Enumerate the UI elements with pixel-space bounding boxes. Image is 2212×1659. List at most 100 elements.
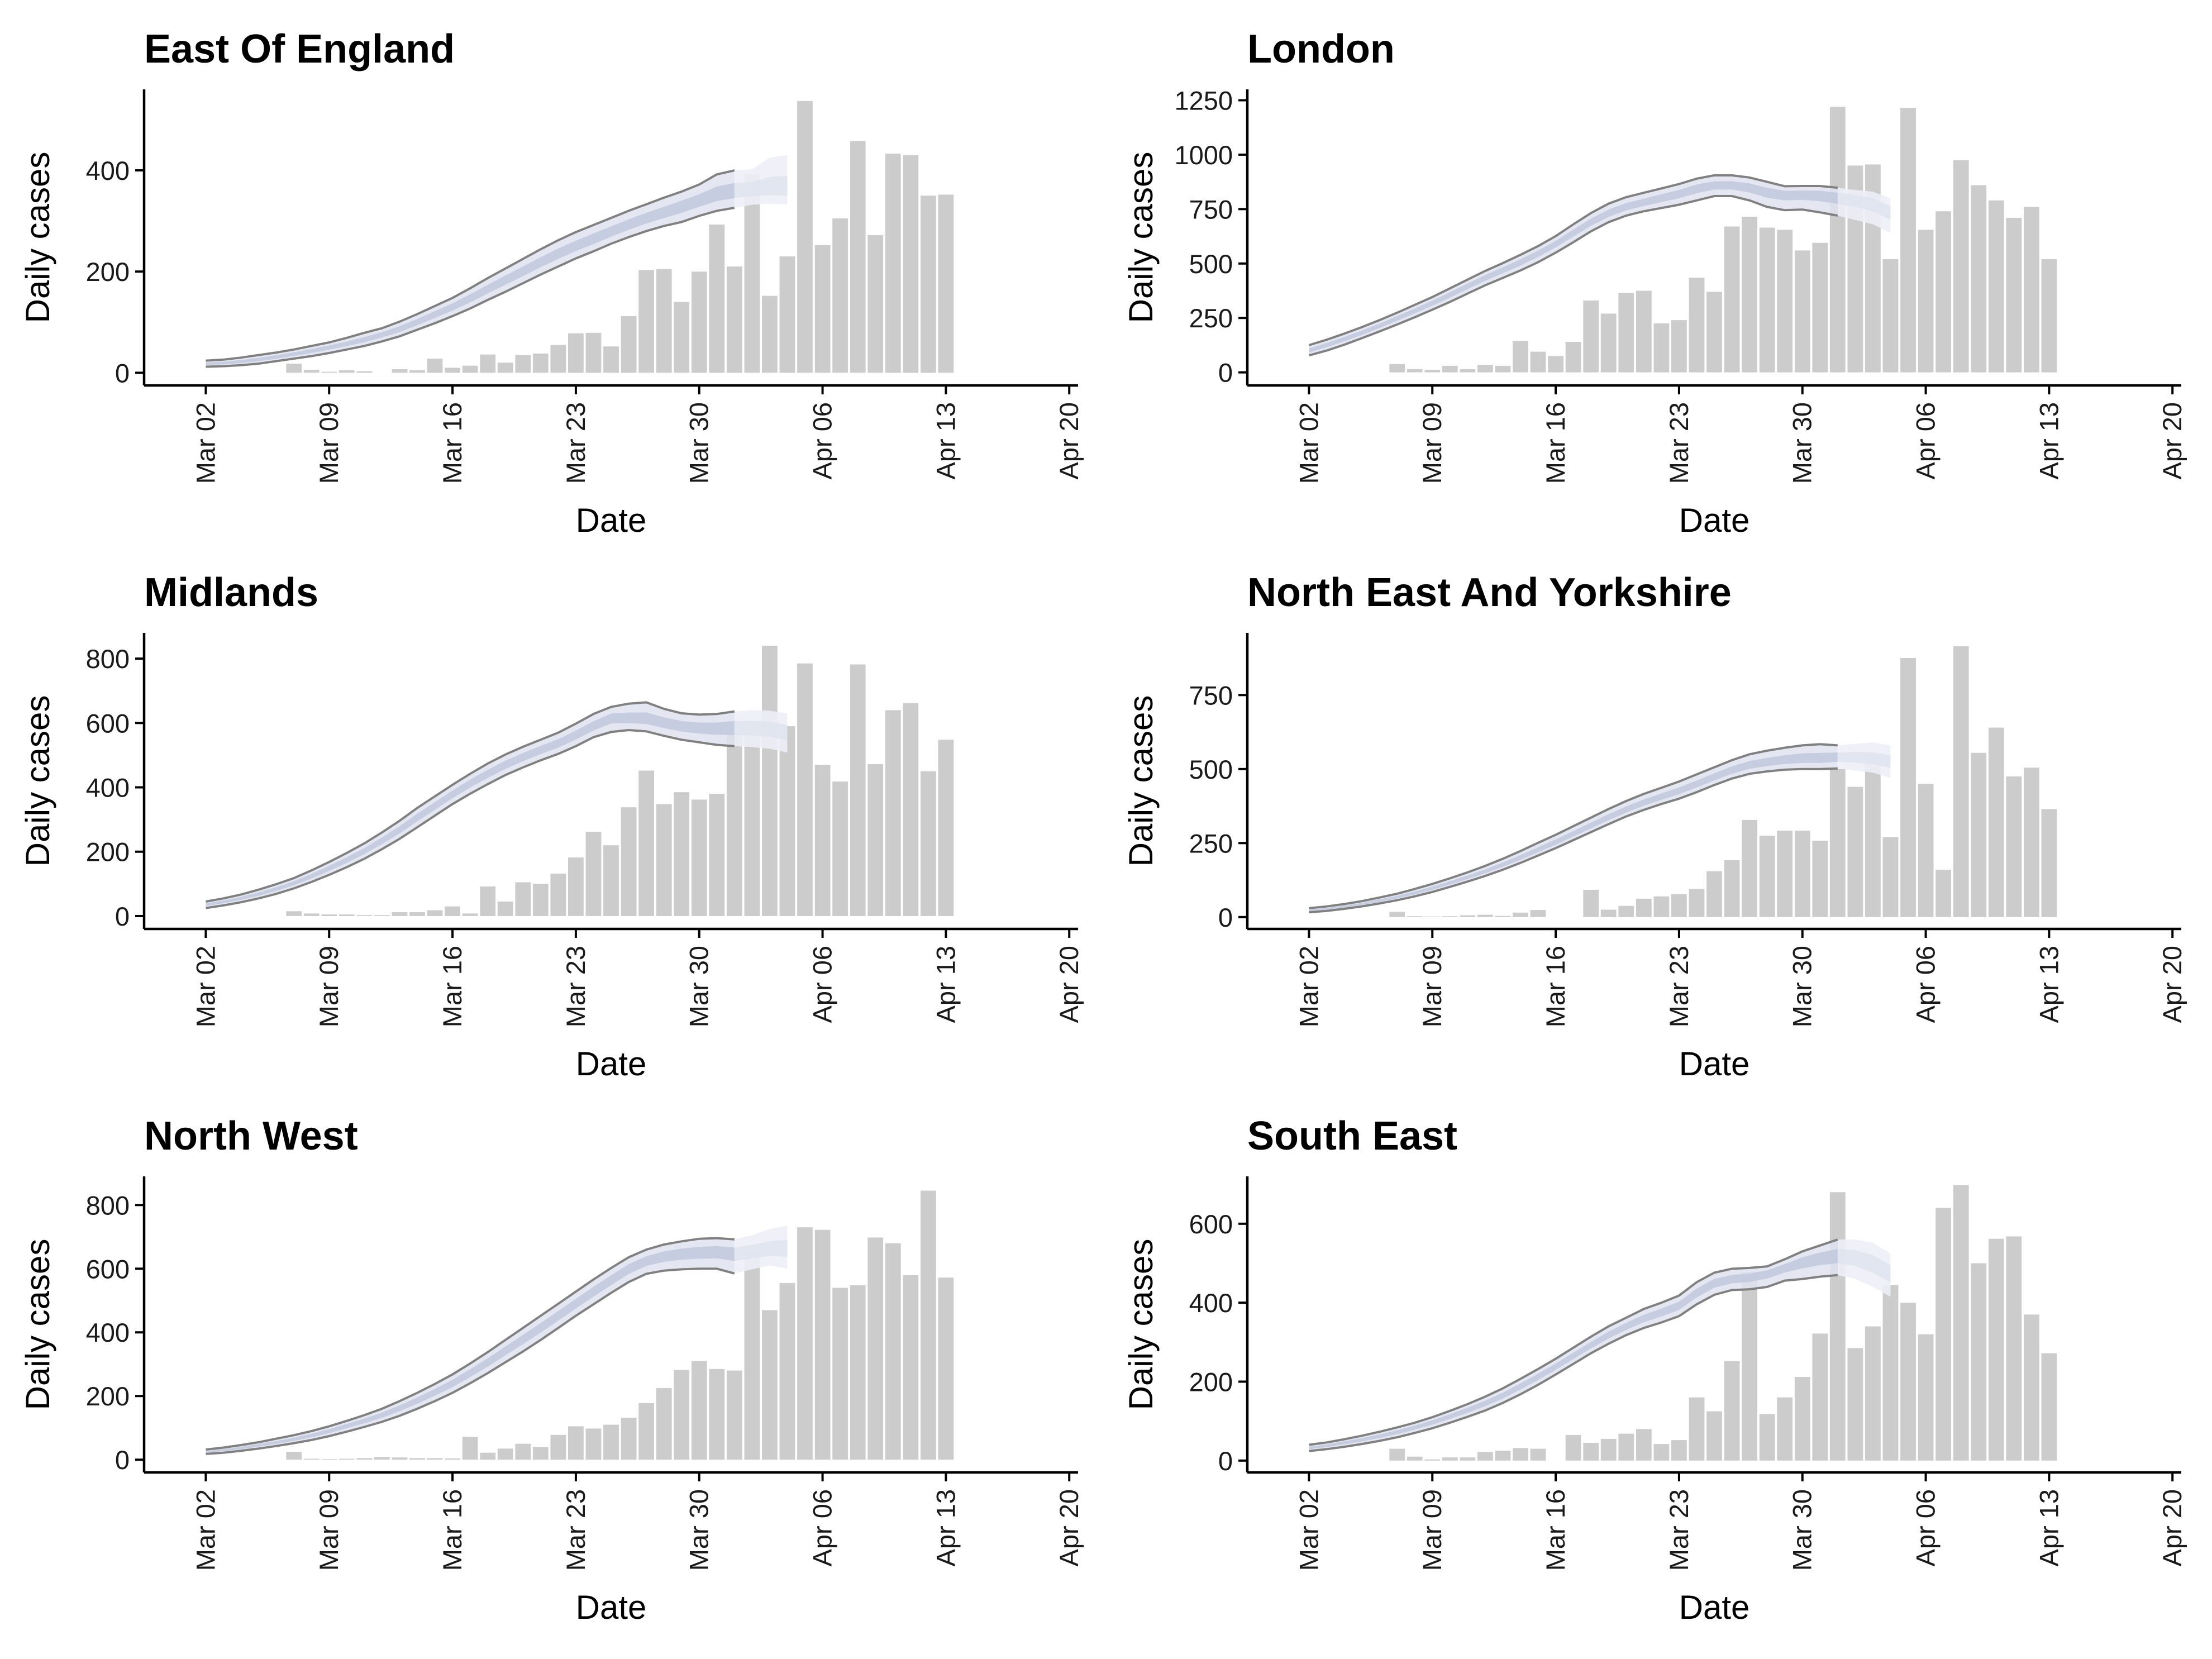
bar [1530,351,1546,373]
bar [1530,1448,1546,1461]
bar [1565,342,1581,373]
bar [1495,365,1511,373]
bar [1477,914,1493,917]
bar [1706,292,1722,373]
x-tick-label: Mar 02 [1294,1489,1323,1571]
x-tick-label: Mar 30 [1787,946,1817,1027]
bar [1618,1433,1634,1461]
lower-bound-line [206,1267,735,1455]
bar [427,1458,443,1460]
bar [1653,323,1670,373]
bar [1936,1208,1951,1461]
estimate-band-outer [1309,1240,1838,1451]
bar [1477,1452,1493,1461]
bar [814,245,831,373]
bar [1918,784,1934,917]
y-tick-label: 200 [86,257,130,287]
x-tick-label: Mar 02 [190,946,220,1027]
bar [1424,369,1441,373]
bar [674,792,690,916]
bar [867,1237,884,1460]
panel-title: London [1247,27,1395,71]
bar [814,765,831,916]
bar [832,218,848,373]
bar [1829,1192,1846,1461]
lower-bound-line [206,207,735,368]
bar [1988,727,2004,917]
bar [1442,1457,1458,1461]
bar [1759,836,1775,917]
x-tick-label: Mar 09 [1417,1489,1447,1571]
bar [321,371,337,373]
bar [1971,752,1987,917]
bar [515,882,531,916]
bar [691,1361,707,1460]
x-tick-label: Mar 02 [190,402,220,484]
bar [1407,916,1423,917]
bar [1918,1334,1934,1461]
estimate-band-inner [206,183,735,365]
bar [286,1452,302,1460]
bar [445,906,460,916]
y-tick-label: 800 [86,644,130,674]
x-axis-title: Date [1679,1045,1750,1083]
x-tick-label: Apr 20 [2157,1489,2187,1566]
bar [638,1403,654,1460]
bar [392,369,408,373]
bar [1636,898,1652,917]
bar [568,857,584,916]
bar [903,703,919,916]
bar [2041,809,2057,917]
panel-3: Midlands 0 200 400 600 800 Mar 02 Mar 09 Mar 16 M… [19,570,1084,1083]
bar [885,710,901,916]
bar [656,804,672,916]
x-tick-label: Mar 16 [1541,1489,1570,1571]
bar [550,1434,566,1460]
bar [1583,1443,1599,1461]
panel-title: North East And Yorkshire [1247,570,1732,615]
y-tick-label: 250 [1189,303,1233,333]
bar [392,1457,408,1460]
bar [709,1369,725,1460]
bar [497,363,513,373]
estimate-band-inner [206,1246,735,1453]
estimate-band-inner [1309,1249,1838,1450]
x-tick-label: Apr 13 [2034,1489,2063,1566]
bar [814,1229,831,1460]
x-tick-label: Mar 16 [437,946,467,1027]
upper-bound-line [206,1237,735,1451]
x-axis-title: Date [576,1589,647,1626]
bar [709,224,725,373]
x-tick-label: Mar 30 [684,402,714,484]
bar [726,733,742,916]
x-tick-label: Apr 06 [1911,946,1941,1023]
bar [585,832,602,916]
y-tick-label: 0 [115,358,130,388]
bar [445,1458,460,1460]
bar [286,911,302,916]
bar [339,370,355,373]
bar [1689,889,1705,917]
bar [1988,1238,2004,1461]
bar [1495,916,1511,917]
bar [1936,211,1951,373]
x-tick-label: Apr 13 [2034,946,2063,1023]
x-tick-label: Mar 09 [314,402,344,484]
lower-bound-line [1309,767,1838,914]
bar [568,333,584,373]
bar [1882,1285,1899,1461]
bar [691,799,707,916]
bar [585,1428,602,1460]
estimate-band-inner [206,712,735,907]
bar [462,1437,478,1460]
y-tick-label: 750 [1189,680,1233,710]
bar [1988,200,2004,373]
bar [797,1227,813,1460]
bar [1442,365,1458,373]
bar [303,913,320,916]
bar [1829,769,1846,917]
panel-title: East Of England [144,27,455,71]
bar [1706,871,1722,917]
bar [356,1458,373,1460]
panel-title: North West [144,1114,358,1159]
